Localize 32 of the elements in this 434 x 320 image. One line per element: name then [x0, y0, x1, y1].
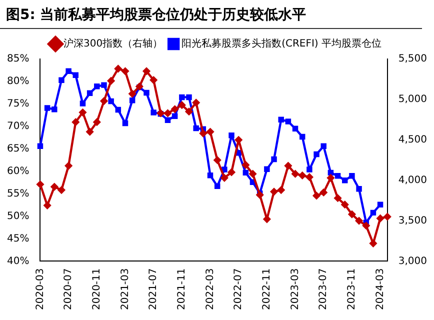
legend-label: 沪深300指数（右轴） — [63, 38, 163, 50]
x-tick-label: 2022-11 — [262, 268, 273, 310]
x-tick-label: 2023-03 — [290, 268, 301, 310]
x-tick-label: 2021-07 — [148, 268, 160, 310]
y-tick-label: 65% — [6, 143, 30, 154]
y-tick-label: 60% — [6, 166, 30, 177]
chart-title: 图5: 当前私募平均股票仓位仍处于历史较低水平 — [0, 0, 422, 29]
y2-tick-label: 5,000 — [398, 94, 428, 106]
y-tick-label: 80% — [6, 76, 30, 88]
y2-tick-label: 5,500 — [398, 54, 428, 65]
y-tick-label: 55% — [6, 188, 30, 200]
x-tick-label: 2021-03 — [120, 268, 131, 310]
x-tick-label: 2024-03 — [374, 268, 386, 310]
y-tick-label: 40% — [6, 256, 30, 267]
y2-tick-label: 4,500 — [398, 134, 428, 146]
y-tick-label: 45% — [6, 233, 30, 244]
y2-tick-label: 3,500 — [398, 215, 428, 226]
y-tick-label: 85% — [6, 54, 30, 65]
x-tick-label: 2022-07 — [233, 268, 244, 310]
legend-label: 阳光私募股票多头指数(CREFI) 平均股票仓位 — [182, 38, 382, 50]
y-tick-label: 75% — [6, 98, 30, 110]
x-tick-label: 2022-03 — [204, 268, 216, 310]
x-tick-label: 2020-11 — [91, 268, 102, 310]
x-tick-label: 2020-03 — [34, 268, 46, 310]
x-tick-label: 2020-07 — [63, 268, 74, 310]
x-tick-label: 2023-11 — [346, 268, 358, 310]
y-tick-label: 70% — [6, 121, 30, 132]
y2-tick-label: 4,000 — [398, 174, 428, 186]
y-tick-label: 50% — [6, 210, 30, 222]
x-tick-label: 2021-11 — [176, 268, 188, 310]
x-tick-label: 2023-07 — [318, 268, 330, 310]
y2-tick-label: 3,000 — [398, 256, 428, 267]
